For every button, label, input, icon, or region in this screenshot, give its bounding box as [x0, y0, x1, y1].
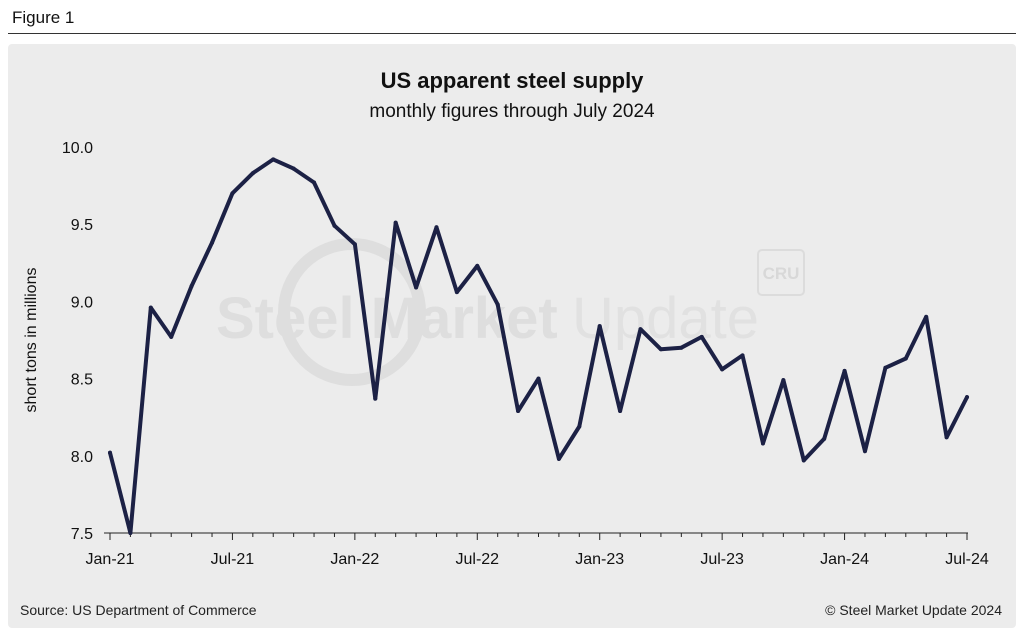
- data-point-jan-22: [352, 242, 357, 247]
- data-point-aug-23: [740, 353, 745, 358]
- watermark-badge-text: CRU: [763, 264, 800, 283]
- data-point-jul-23: [720, 367, 725, 372]
- data-point-feb-23: [618, 409, 623, 414]
- data-point-mar-22: [393, 220, 398, 225]
- data-point-jul-21: [230, 191, 235, 196]
- y-tick-label: 9.0: [71, 294, 93, 311]
- y-axis-label: short tons in millions: [23, 268, 40, 413]
- series-group: [108, 157, 969, 535]
- data-point-dec-23: [822, 436, 827, 441]
- y-axis-ticks: 10.0 9.5 9.0 8.5 8.0 7.5: [62, 140, 93, 543]
- data-point-nov-23: [801, 458, 806, 463]
- source-note: Source: US Department of Commerce: [20, 602, 257, 618]
- data-point-apr-24: [903, 356, 908, 361]
- x-tick-label: Jul-22: [455, 551, 499, 568]
- y-tick-label: 8.5: [71, 372, 93, 389]
- data-point-jul-22: [475, 263, 480, 268]
- data-point-jul-24: [965, 395, 969, 400]
- watermark-text-light: Update: [572, 286, 759, 351]
- data-point-may-21: [189, 283, 194, 288]
- data-point-feb-24: [862, 449, 867, 454]
- data-point-may-23: [679, 345, 684, 350]
- x-axis: Jan-21 Jul-21 Jan-22 Jul-22 Jan-23 Jul-23 Jan-…: [86, 532, 989, 568]
- data-point-apr-22: [414, 285, 419, 290]
- x-tick-label: Jul-23: [700, 551, 744, 568]
- data-point-sep-21: [271, 157, 276, 162]
- figure-label: Figure 1: [12, 8, 75, 27]
- y-tick-label: 10.0: [62, 140, 93, 157]
- data-point-sep-22: [516, 409, 521, 414]
- data-point-oct-22: [536, 376, 541, 381]
- data-point-dec-21: [332, 223, 337, 228]
- data-point-nov-21: [312, 180, 317, 185]
- y-tick-label: 8.0: [71, 449, 93, 466]
- y-tick-label: 7.5: [71, 526, 93, 543]
- data-point-aug-22: [495, 302, 500, 307]
- chart-panel: [8, 44, 1016, 628]
- data-point-mar-23: [638, 327, 643, 332]
- data-point-apr-23: [658, 347, 663, 352]
- x-tick-label: Jan-24: [820, 551, 869, 568]
- chart-subtitle: monthly figures through July 2024: [369, 101, 655, 122]
- data-point-aug-21: [250, 171, 255, 176]
- chart-title: US apparent steel supply: [381, 68, 645, 93]
- data-point-nov-22: [556, 456, 561, 461]
- data-point-jan-24: [842, 368, 847, 373]
- x-tick-label: Jan-23: [575, 551, 624, 568]
- x-tick-label: Jul-21: [211, 551, 255, 568]
- data-point-jan-23: [597, 324, 602, 329]
- data-point-jun-22: [454, 290, 459, 295]
- y-tick-label: 9.5: [71, 217, 93, 234]
- data-point-dec-22: [577, 424, 582, 429]
- data-point-jun-21: [210, 240, 215, 245]
- watermark-badge-box: [757, 249, 805, 296]
- data-point-jun-23: [699, 334, 704, 339]
- data-point-sep-23: [760, 441, 765, 446]
- figure-divider: [8, 33, 1016, 34]
- data-point-feb-21: [128, 531, 133, 535]
- data-point-mar-24: [883, 365, 888, 370]
- x-tick-label: Jan-21: [86, 551, 135, 568]
- data-point-oct-23: [781, 378, 786, 383]
- data-point-apr-21: [169, 334, 174, 339]
- data-point-jun-24: [944, 435, 949, 440]
- data-point-jan-21: [108, 450, 112, 455]
- x-tick-label: Jul-24: [945, 551, 989, 568]
- data-point-oct-21: [291, 166, 296, 171]
- data-point-may-24: [924, 314, 929, 319]
- x-tick-label: Jan-22: [330, 551, 379, 568]
- data-point-mar-21: [148, 305, 153, 310]
- data-point-feb-22: [373, 396, 378, 401]
- data-point-may-22: [434, 225, 439, 230]
- copyright-note: © Steel Market Update 2024: [825, 602, 1002, 618]
